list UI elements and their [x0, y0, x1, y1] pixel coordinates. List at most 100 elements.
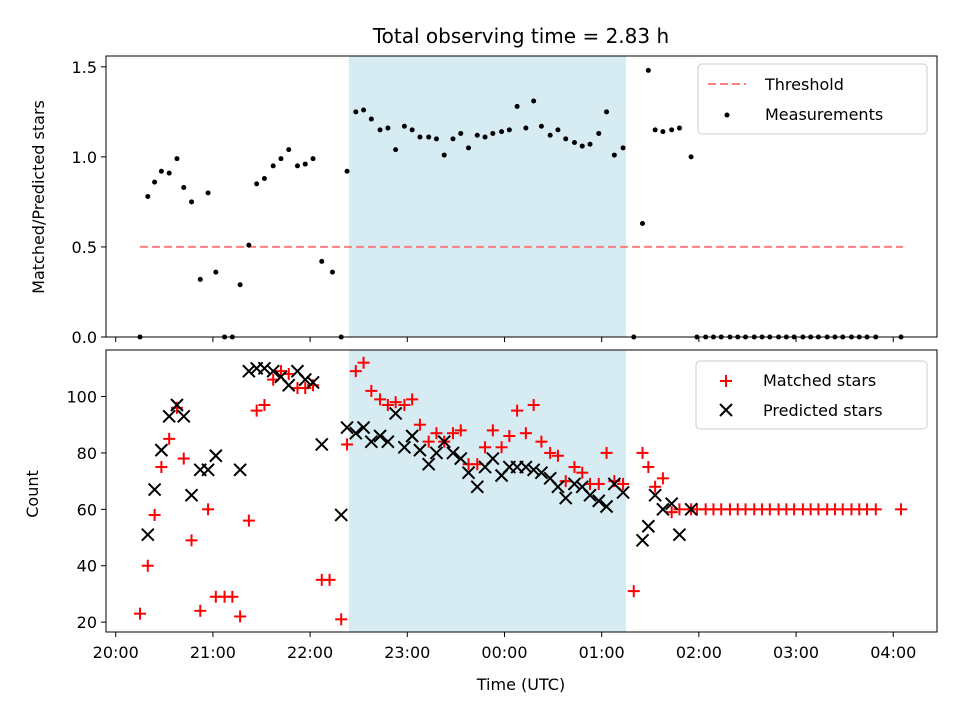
- matched-star-point: [511, 404, 524, 417]
- matched-star-point: [134, 607, 147, 620]
- x-tick-label: 21:00: [190, 643, 236, 662]
- matched-star-point: [600, 446, 613, 459]
- measurement-point: [620, 145, 626, 151]
- measurement-point: [466, 145, 472, 151]
- matched-star-point: [486, 424, 499, 437]
- predicted-star-point: [364, 434, 379, 449]
- matched-star-point: [495, 441, 508, 454]
- x-tick-label: 22:00: [287, 643, 333, 662]
- predicted-stars-points: [141, 361, 698, 548]
- predicted-star-point: [242, 364, 256, 378]
- measurement-point: [450, 136, 456, 142]
- measurement-point: [270, 163, 276, 169]
- predicted-star-point: [397, 440, 412, 454]
- matched-star-point: [503, 430, 516, 443]
- measurement-point: [385, 125, 391, 131]
- measurement-point: [278, 156, 284, 162]
- chart-title: Total observing time = 2.83 h: [372, 24, 669, 48]
- matched-star-point: [365, 384, 378, 397]
- measurement-point: [688, 154, 694, 160]
- matched-star-point: [544, 446, 557, 459]
- bottom-legend: Matched stars Predicted stars: [695, 360, 928, 430]
- measurement-point: [538, 123, 544, 129]
- measurement-point: [531, 98, 537, 104]
- predicted-star-point: [648, 488, 662, 502]
- predicted-star-point: [567, 477, 582, 491]
- matched-star-point: [665, 506, 678, 519]
- predicted-star-point: [461, 465, 476, 480]
- y-tick-label: 100: [66, 388, 97, 407]
- matched-star-point: [636, 446, 649, 459]
- legend-threshold-label: Threshold: [764, 75, 844, 94]
- matched-star-point: [568, 461, 581, 474]
- predicted-star-point: [184, 488, 199, 502]
- matched-star-point: [673, 503, 686, 516]
- measurement-point: [426, 134, 432, 140]
- y-tick-label: 0.5: [72, 238, 97, 257]
- measurement-point: [189, 199, 195, 205]
- matched-star-point: [479, 441, 492, 454]
- predicted-star-point: [684, 502, 698, 517]
- measurement-point: [499, 129, 505, 135]
- predicted-star-point: [315, 437, 329, 452]
- matched-star-point: [869, 503, 882, 516]
- matched-star-point: [656, 472, 669, 485]
- x-tick-label: 04:00: [870, 643, 916, 662]
- matched-star-point: [627, 585, 640, 598]
- measurement-point: [393, 147, 399, 153]
- measurement-point: [640, 221, 646, 227]
- predicted-star-point: [583, 488, 597, 502]
- matched-star-point: [349, 365, 362, 378]
- measurement-point: [329, 269, 335, 275]
- measurement-point: [377, 127, 383, 133]
- matched-star-point: [649, 480, 662, 493]
- predicted-star-point: [421, 457, 436, 471]
- matched-star-point: [430, 427, 443, 440]
- x-tick-label: 01:00: [579, 643, 625, 662]
- legend-predicted-label: Predicted stars: [763, 401, 883, 420]
- measurement-point: [302, 161, 308, 167]
- predicted-star-point: [356, 420, 371, 435]
- predicted-star-point: [405, 429, 419, 443]
- predicted-star-point: [349, 426, 363, 440]
- x-tick-label: 03:00: [773, 643, 819, 662]
- predicted-star-point: [446, 446, 460, 460]
- predicted-star-point: [233, 463, 247, 477]
- predicted-star-point: [592, 494, 606, 508]
- x-tick-label: 23:00: [384, 643, 430, 662]
- matched-star-point: [194, 604, 207, 617]
- measurement-point: [587, 141, 593, 147]
- matched-star-point: [148, 508, 161, 521]
- matched-star-point: [381, 398, 394, 411]
- predicted-star-point: [664, 496, 679, 511]
- predicted-star-point: [534, 465, 549, 480]
- predicted-star-point: [413, 443, 427, 457]
- predicted-star-point: [635, 533, 650, 548]
- measurement-point: [344, 168, 350, 174]
- measurement-point: [514, 103, 520, 109]
- measurement-point: [294, 163, 300, 169]
- matched-star-point: [389, 396, 402, 409]
- measurement-point: [482, 134, 488, 140]
- predicted-star-point: [526, 463, 541, 477]
- y-tick-label: 0.0: [72, 328, 97, 347]
- x-tick-label: 20:00: [93, 643, 139, 662]
- predicted-star-point: [388, 406, 403, 421]
- matched-star-point: [422, 435, 435, 448]
- matched-star-point: [274, 365, 287, 378]
- matched-star-point: [535, 435, 548, 448]
- measurement-point: [645, 67, 651, 73]
- matched-star-point: [226, 590, 239, 603]
- matched-star-point: [398, 398, 411, 411]
- measurement-point: [604, 109, 610, 115]
- matched-star-point: [258, 398, 271, 411]
- top-y-ticks: 0.0 0.5 1.0 1.5: [72, 58, 106, 347]
- matched-star-point: [323, 573, 336, 586]
- measurement-point: [197, 276, 203, 282]
- top-plot-frame: [105, 55, 938, 338]
- matched-star-point: [446, 427, 459, 440]
- matched-star-point: [341, 438, 354, 451]
- y-tick-label: 20: [77, 613, 97, 632]
- legend-measurements-label: Measurements: [765, 105, 883, 124]
- measurement-point: [571, 139, 577, 145]
